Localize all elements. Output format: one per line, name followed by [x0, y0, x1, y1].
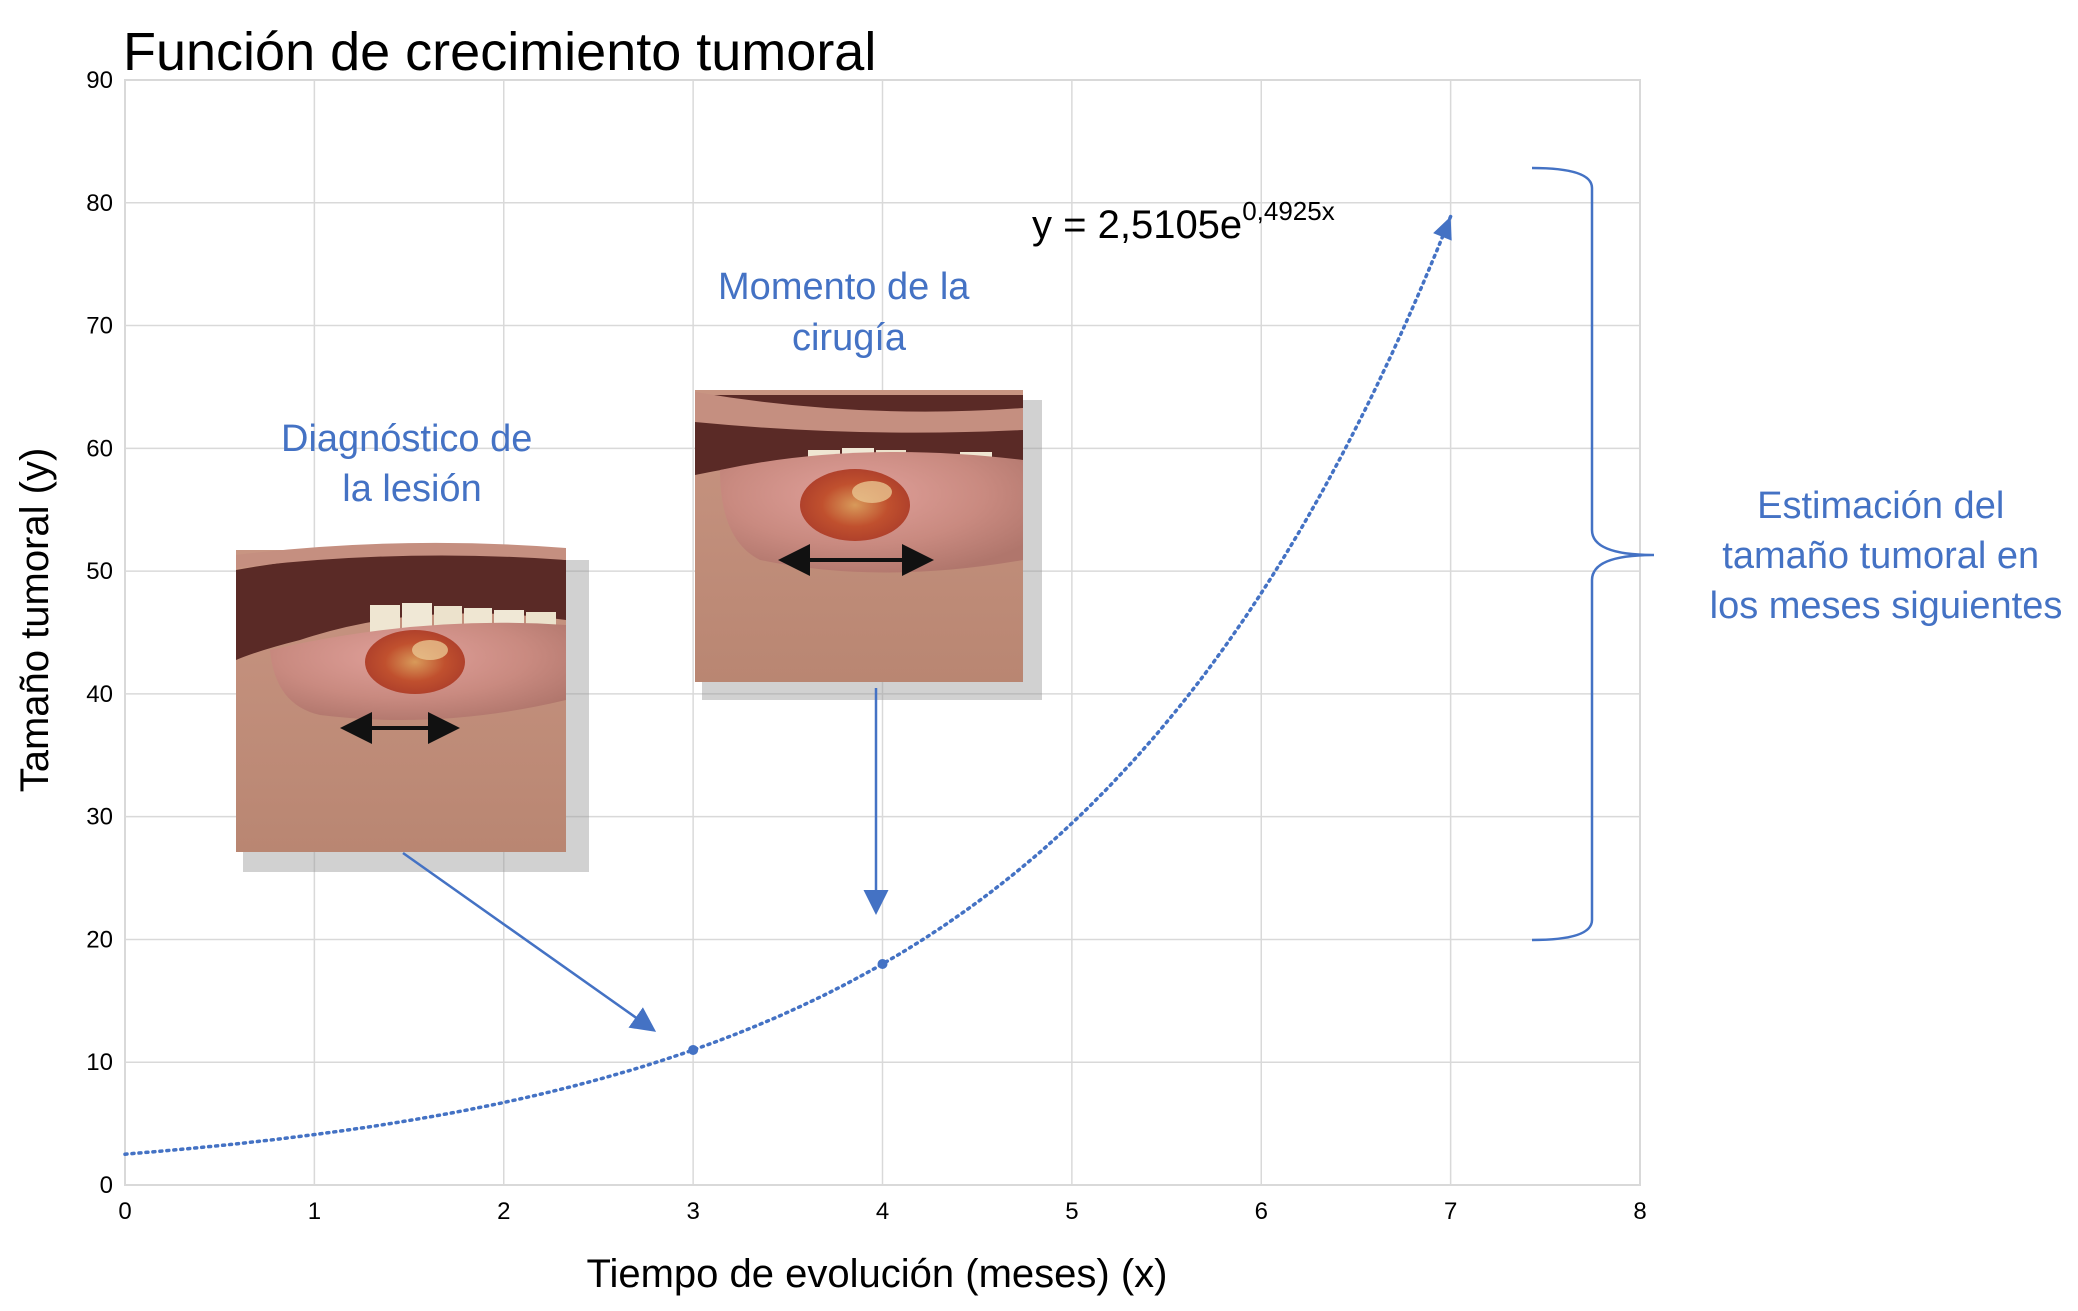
y-tick-label: 70 — [86, 313, 113, 340]
x-tick-label: 0 — [118, 1198, 131, 1225]
diagnosis-arrow — [402, 851, 657, 1032]
estimation-brace — [1531, 166, 1655, 942]
x-tick-label: 6 — [1255, 1198, 1268, 1225]
y-tick-label: 60 — [86, 435, 113, 462]
x-tick-label: 7 — [1444, 1198, 1457, 1225]
x-tick-label: 3 — [686, 1198, 699, 1225]
trendline-equation: y = 2,5105e0,4925x — [1032, 196, 1335, 247]
trendline — [123, 214, 1453, 1156]
y-tick-label: 0 — [100, 1172, 113, 1199]
y-tick-label: 80 — [86, 190, 113, 217]
surgery-photo — [695, 390, 1042, 700]
y-tick-label: 20 — [86, 926, 113, 953]
estimation-label: Estimación del tamaño tumoral en los mes… — [1710, 485, 2063, 627]
y-tick-label: 10 — [86, 1049, 113, 1076]
y-tick-label: 40 — [86, 681, 113, 708]
chart-title: Función de crecimiento tumoral — [123, 22, 876, 82]
x-tick-label: 5 — [1065, 1198, 1078, 1225]
y-tick-label: 30 — [86, 804, 113, 831]
data-point — [688, 1044, 699, 1055]
trendline-arrowhead — [1433, 216, 1452, 241]
data-point — [877, 959, 888, 969]
y-tick-label: 50 — [86, 558, 113, 585]
trendline-series — [123, 214, 1453, 1156]
x-tick-label: 4 — [876, 1198, 889, 1225]
surgery-label: Momento de la cirugía — [718, 266, 980, 359]
y-tick-label: 90 — [86, 67, 113, 94]
diagnosis-photo — [236, 542, 589, 872]
y-axis-label: Tamaño tumoral (y) — [13, 448, 57, 793]
x-axis-label: Tiempo de evolución (meses) (x) — [587, 1252, 1168, 1296]
x-tick-label: 2 — [497, 1198, 510, 1225]
diagnosis-label: Diagnóstico de la lesión — [281, 418, 543, 510]
x-tick-label: 1 — [308, 1198, 321, 1225]
x-tick-label: 8 — [1633, 1198, 1646, 1225]
